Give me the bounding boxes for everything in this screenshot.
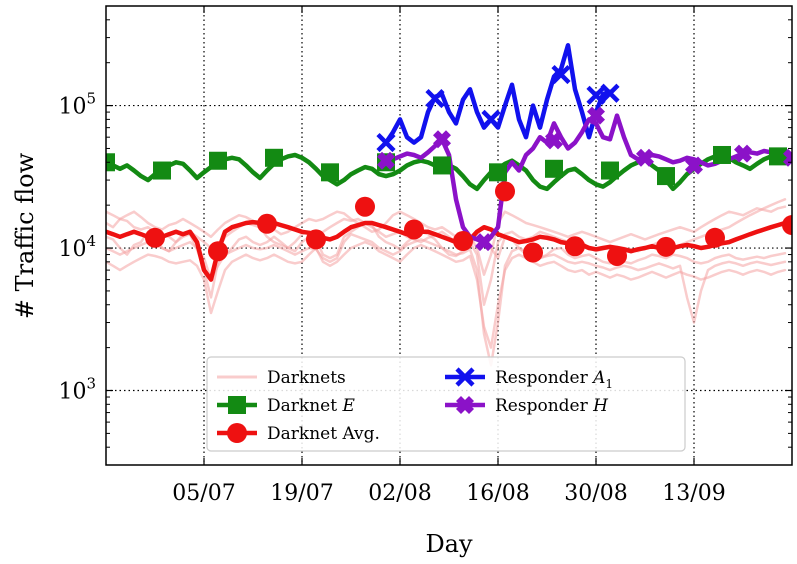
marker-responder-h: [475, 233, 493, 252]
marker-responder-h: [587, 106, 605, 125]
y-axis-title: # Traffic flow: [11, 152, 39, 319]
marker-responder-h: [433, 130, 451, 149]
y-tick-label: 105: [58, 90, 96, 120]
legend-marker-darknet-e: [228, 396, 246, 414]
legend-marker-responder-h: [456, 396, 474, 414]
marker-darknet-e: [153, 161, 171, 180]
marker-layer: [106, 65, 792, 266]
legend-marker-responder-a1: [455, 367, 475, 387]
marker-responder-h: [545, 131, 563, 150]
x-axis-title: Day: [425, 530, 473, 558]
series-line-darknets: [106, 205, 787, 276]
legend-label-responder-a1: Responder A1: [495, 368, 613, 391]
marker-darknet-avg: [523, 242, 543, 263]
marker-darknet-avg: [404, 219, 424, 240]
marker-darknet-avg: [453, 231, 473, 252]
axes: 05/07 19/07 02/08 16/08 30/08 13/09 103 104 105: [58, 5, 793, 506]
x-tick-label: 05/07: [172, 481, 235, 506]
marker-darknet-e: [769, 147, 787, 166]
marker-darknet-e: [657, 167, 675, 186]
marker-darknet-avg: [355, 196, 375, 217]
marker-darknet-avg: [607, 245, 627, 266]
series-line-darknets: [106, 240, 787, 349]
marker-responder-a1: [551, 65, 571, 85]
marker-darknet-e: [106, 153, 115, 172]
legend-marker-darknet-avg: [227, 423, 247, 443]
marker-darknet-e: [265, 148, 283, 167]
legend-label-darknet-avg: Darknet Avg.: [267, 424, 380, 444]
series-line-darknets: [106, 232, 787, 367]
marker-darknet-e: [321, 163, 339, 182]
x-tick-label: 19/07: [270, 481, 333, 506]
marker-responder-a1: [376, 132, 396, 153]
legend-label-responder-h: Responder H: [495, 396, 609, 416]
marker-darknet-avg: [565, 236, 585, 257]
marker-darknet-avg: [782, 215, 792, 236]
legend-label-darknets: Darknets: [267, 368, 346, 388]
marker-darknet-e: [489, 163, 507, 182]
x-tick-label: 16/08: [466, 481, 529, 506]
marker-responder-h: [734, 144, 752, 163]
marker-darknet-e: [433, 156, 451, 175]
x-tick-label: 13/09: [662, 481, 725, 506]
marker-responder-h: [685, 156, 703, 175]
marker-darknet-avg: [208, 241, 228, 262]
marker-darknet-avg: [495, 181, 515, 202]
marker-darknet-avg: [656, 236, 676, 257]
x-tick-label: 02/08: [368, 481, 431, 506]
marker-responder-a1: [586, 85, 606, 105]
marker-responder-a1: [481, 109, 501, 129]
marker-responder-a1: [600, 83, 620, 103]
legend: Darknets Darknet E Darknet Avg. Responder A…: [206, 356, 686, 452]
marker-darknet-avg: [145, 227, 165, 248]
marker-darknet-e: [209, 151, 227, 170]
marker-darknet-avg: [705, 227, 725, 248]
marker-darknet-e: [601, 161, 619, 180]
plot-frame: [105, 5, 793, 466]
marker-responder-h: [377, 151, 395, 170]
y-tick-label: 104: [58, 232, 96, 262]
x-tick-label: 30/08: [564, 481, 627, 506]
marker-responder-h: [636, 148, 654, 167]
marker-darknet-avg: [306, 229, 326, 250]
marker-darknet-e: [713, 145, 731, 164]
marker-darknet-avg: [257, 213, 277, 234]
legend-label-darknet-e: Darknet E: [267, 396, 355, 416]
marker-darknet-e: [545, 159, 563, 178]
y-tick-label: 103: [58, 375, 96, 405]
marker-responder-a1: [425, 88, 445, 109]
